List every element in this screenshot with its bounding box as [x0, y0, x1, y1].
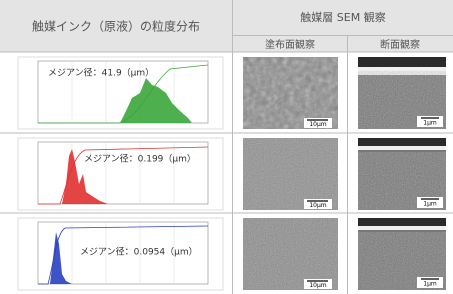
scale-label: 1μm	[423, 281, 437, 288]
sem-top	[358, 218, 446, 227]
median-label: メジアン径：0.199（μm）	[84, 153, 196, 165]
header-subtitle: 断面観察	[380, 38, 420, 51]
header-title: 触媒インク（原液）の粒度分布	[32, 19, 200, 34]
figure: 触媒インク（原液）の粒度分布 触媒層 SEM 観察 塗布面観察 断面観察 メジア…	[0, 0, 453, 294]
scale-label: 10μm	[309, 121, 326, 128]
sem-top	[358, 138, 446, 147]
scale-label: 1μm	[423, 201, 437, 208]
median-label: メジアン径：0.0954（μm）	[80, 246, 198, 258]
median-label: メジアン径：41.9（μm）	[48, 67, 154, 79]
header-subtitle: 塗布面観察	[265, 38, 315, 51]
header-title: 触媒層 SEM 観察	[300, 10, 385, 24]
scale-label: 1μm	[423, 120, 437, 127]
scale-label: 10μm	[309, 202, 326, 209]
sem-coating	[358, 226, 446, 230]
sem-coating	[358, 146, 446, 150]
scale-label: 10μm	[309, 282, 326, 289]
